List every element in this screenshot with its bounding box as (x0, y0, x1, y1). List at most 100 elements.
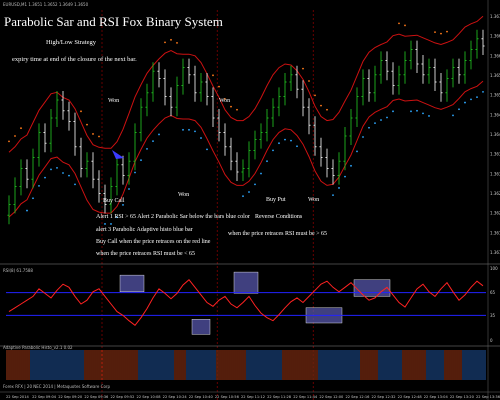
sar-dot (212, 74, 214, 77)
sar-dot (200, 137, 202, 139)
time-axis-label: 22 Sep 12:16 (345, 395, 370, 399)
sar-dot (98, 135, 100, 138)
price-axis-label: 1.3655 (490, 73, 500, 78)
sar-dot (350, 164, 352, 167)
time-axis-label: 22 Sep 2014 (6, 395, 29, 399)
rsi-highlight-box (233, 271, 259, 294)
rsi-line (8, 278, 484, 326)
sar-dot (344, 175, 346, 178)
alert-line-3: Buy Call when the price retraces on the … (96, 239, 211, 245)
sar-dot (68, 174, 70, 177)
sar-dot (146, 147, 148, 150)
price-axis-label: 1.3640 (490, 132, 500, 137)
price-axis-label: 1.3635 (490, 152, 500, 157)
won-label-2: Won (219, 98, 231, 104)
won-label-3: Won (178, 192, 190, 198)
sar-dot (362, 136, 364, 138)
alert-line-1: Alert 1 RSI > 65 Alert 2 Parabolic Sar b… (96, 214, 250, 220)
price-axis-label: 1.3615 (490, 230, 500, 235)
sar-dot (482, 91, 484, 93)
sar-dot (218, 85, 220, 88)
strategy-label: High/Low Strategy (46, 39, 97, 46)
sar-dot (422, 112, 424, 115)
sar-dot (278, 142, 280, 145)
alert-line-2: alert 3 Parabolic Adaptive histo blue ba… (96, 227, 193, 233)
sar-dot (386, 116, 388, 119)
sar-dot (128, 188, 130, 190)
rsi-panel-label: RSI(8) 61.7588 (3, 268, 33, 273)
sar-dot (254, 183, 256, 186)
reverse-text: when the price retraces RSI must be > 65 (228, 231, 328, 237)
time-axis-label: 22 Sep 11:12 (241, 395, 265, 399)
sar-dot (140, 159, 142, 162)
time-axis-label: 22 Sep 10:24 (163, 395, 188, 399)
sar-dot (284, 138, 286, 141)
sar-dot (38, 184, 40, 187)
sar-dot (194, 130, 196, 133)
sar-dot (158, 133, 160, 136)
sar-dot (206, 148, 208, 151)
time-axis-label: 22 Sep 11:44 (293, 395, 318, 399)
sar-dot (44, 176, 46, 179)
time-axis-label: 22 Sep 12:00 (319, 395, 344, 399)
won-label-4: Won (308, 197, 320, 203)
histo-panel-label: Adaptive Parabolic Histo_v2.1 0.02 (3, 345, 73, 350)
sar-dot (302, 67, 304, 70)
time-axis-label: 22 Sep 12:48 (398, 395, 423, 399)
price-axis-label: 1.3665 (490, 34, 500, 39)
price-axis-label: 1.3660 (490, 53, 500, 58)
sar-dot (470, 98, 472, 101)
entry-arrow (112, 150, 124, 159)
sar-dot (446, 30, 448, 33)
time-axis-label: 22 Sep 10:08 (137, 395, 162, 399)
sar-dot (182, 128, 184, 131)
sar-dot (266, 160, 268, 163)
time-axis-label: 22 Sep 10:56 (215, 395, 240, 399)
rsi-panel (0, 263, 500, 335)
rsi-axis-label: 35 (490, 313, 496, 318)
sar-dot (338, 187, 340, 189)
buy-call-label: Buy Call (103, 198, 125, 204)
price-axis-label: 1.3625 (490, 191, 500, 196)
time-axis-label: 22 Sep 13:20 (450, 395, 475, 399)
price-axis-label: 1.3650 (490, 93, 500, 98)
price-axis-label: 1.3645 (490, 112, 500, 117)
reverse-title: Reverse Conditions (255, 214, 303, 220)
sar-dot (404, 24, 406, 27)
price-axis-label: 1.3620 (490, 211, 500, 216)
sar-dot (32, 197, 34, 200)
time-axis-label: 22 Sep 09:52 (110, 395, 134, 399)
sar-dot (326, 108, 328, 111)
rsi-axis-label: 65 (490, 290, 496, 295)
sar-dot (242, 195, 244, 198)
sar-dot (188, 128, 190, 131)
sar-dot (368, 126, 370, 129)
sar-dot (110, 223, 112, 225)
sar-dot (152, 140, 154, 143)
sar-dot (296, 145, 298, 148)
sar-dot (458, 108, 460, 111)
sar-dot (392, 110, 394, 113)
time-axis-label: 22 Sep 09:20 (58, 395, 83, 399)
sar-dot (308, 80, 310, 82)
histo-panel (0, 345, 500, 380)
sar-dot (74, 183, 76, 186)
time-axis-label: 22 Sep 09:36 (84, 395, 109, 399)
price-axis-label: 1.3630 (490, 171, 500, 176)
sar-dot (86, 123, 88, 126)
sar-dot (230, 105, 232, 108)
lower-envelope-line (8, 80, 484, 218)
sar-dot (320, 104, 322, 107)
rsi-highlight-box (191, 319, 211, 335)
expiry-note: expiry time at end of the closure of the… (12, 56, 137, 63)
rsi-highlight-box (119, 274, 145, 293)
rsi-axis-label: 100 (490, 266, 498, 271)
sar-dot (332, 194, 334, 197)
sar-dot (416, 109, 418, 112)
footer-note: Forex RFX | 20 NEC 2014 | Metaquotes Sof… (3, 384, 111, 389)
sar-dot (476, 96, 478, 99)
sar-dot (224, 98, 226, 100)
sar-dot (248, 191, 250, 193)
